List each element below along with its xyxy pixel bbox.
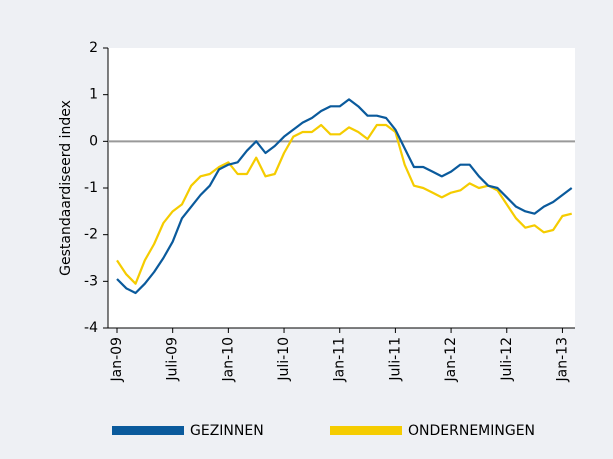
legend-label: ONDERNEMINGEN (408, 423, 535, 439)
y-tick-label: 2 (89, 40, 98, 56)
y-axis-label: Gestandaardiseerd index (58, 100, 74, 276)
x-tick-label: Jan-12 (443, 337, 459, 382)
y-tick-label: -4 (84, 320, 98, 336)
y-tick-label: -2 (84, 227, 98, 243)
x-tick-label: Juli-11 (387, 337, 403, 382)
legend-swatch (330, 426, 402, 435)
x-tick-label: Juli-12 (499, 337, 515, 382)
y-tick-label: 0 (89, 133, 98, 149)
y-tick-label: -1 (84, 180, 98, 196)
line-series (116, 123, 572, 285)
x-tick-label: Juli-09 (165, 337, 181, 382)
x-tick-label: Jan-13 (554, 337, 570, 382)
plot-area (108, 48, 575, 328)
x-tick-label: Juli-10 (276, 337, 292, 382)
y-tick-label: 1 (89, 87, 98, 103)
x-tick-label: Jan-10 (220, 337, 236, 382)
line-series (116, 98, 573, 295)
legend-label: GEZINNEN (190, 423, 264, 439)
y-tick-label: -3 (84, 273, 98, 289)
legend-swatch (112, 426, 184, 435)
x-tick-label: Jan-11 (332, 337, 348, 382)
x-tick-label: Jan-09 (109, 337, 125, 382)
